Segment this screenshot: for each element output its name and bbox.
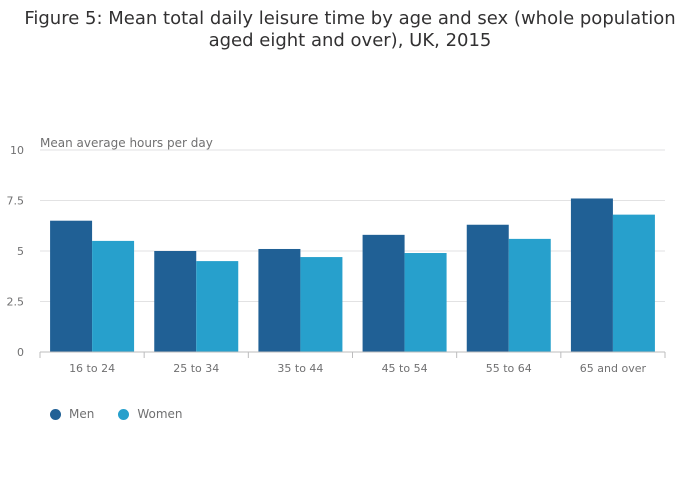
x-tick-label: 35 to 44 — [277, 362, 323, 375]
bar-women-1 — [196, 261, 239, 352]
y-axis-label: Mean average hours per day — [40, 136, 213, 150]
y-tick-label: 2.5 — [7, 296, 25, 309]
bar-women-2 — [300, 257, 343, 352]
legend-label: Women — [137, 407, 183, 421]
legend-item-men[interactable]: Men — [50, 407, 94, 421]
bars — [50, 198, 655, 352]
bar-men-1 — [154, 251, 197, 352]
grid-lines — [40, 149, 665, 302]
x-tick-label: 25 to 34 — [173, 362, 219, 375]
y-tick-label: 10 — [10, 144, 24, 157]
bar-men-5 — [570, 198, 613, 352]
chart-title-line-1: Figure 5: Mean total daily leisure time … — [24, 8, 676, 29]
bar-men-0 — [50, 220, 93, 352]
legend-label: Men — [69, 407, 95, 421]
y-axis-ticks: 0 2.5 5 7.5 10 — [7, 144, 25, 359]
legend-swatch — [118, 408, 130, 420]
bar-men-4 — [466, 224, 509, 352]
x-axis: 16 to 24 25 to 34 35 to 44 45 to 54 55 to 64… — [39, 351, 666, 375]
x-tick-label: 16 to 24 — [69, 362, 115, 375]
bar-women-4 — [508, 238, 551, 352]
legend-swatch — [50, 408, 61, 420]
chart-title: Figure 5: Mean total daily leisure time … — [20, 8, 680, 52]
bar-men-2 — [258, 248, 301, 352]
y-tick-label: 5 — [17, 245, 24, 258]
x-tick-label: 55 to 64 — [486, 362, 532, 375]
x-tick-label: 45 to 54 — [382, 362, 428, 375]
bar-women-0 — [92, 240, 135, 352]
bar-women-5 — [612, 214, 655, 352]
legend: Men Women — [50, 407, 207, 421]
chart-title-line-2: aged eight and over), UK, 2015 — [208, 30, 492, 51]
y-tick-label: 0 — [17, 346, 24, 359]
bar-women-3 — [404, 253, 447, 352]
legend-item-women[interactable]: Women — [118, 407, 183, 421]
x-tick-label: 65 and over — [580, 362, 647, 375]
y-tick-label: 7.5 — [7, 195, 25, 208]
bar-men-3 — [362, 234, 405, 352]
